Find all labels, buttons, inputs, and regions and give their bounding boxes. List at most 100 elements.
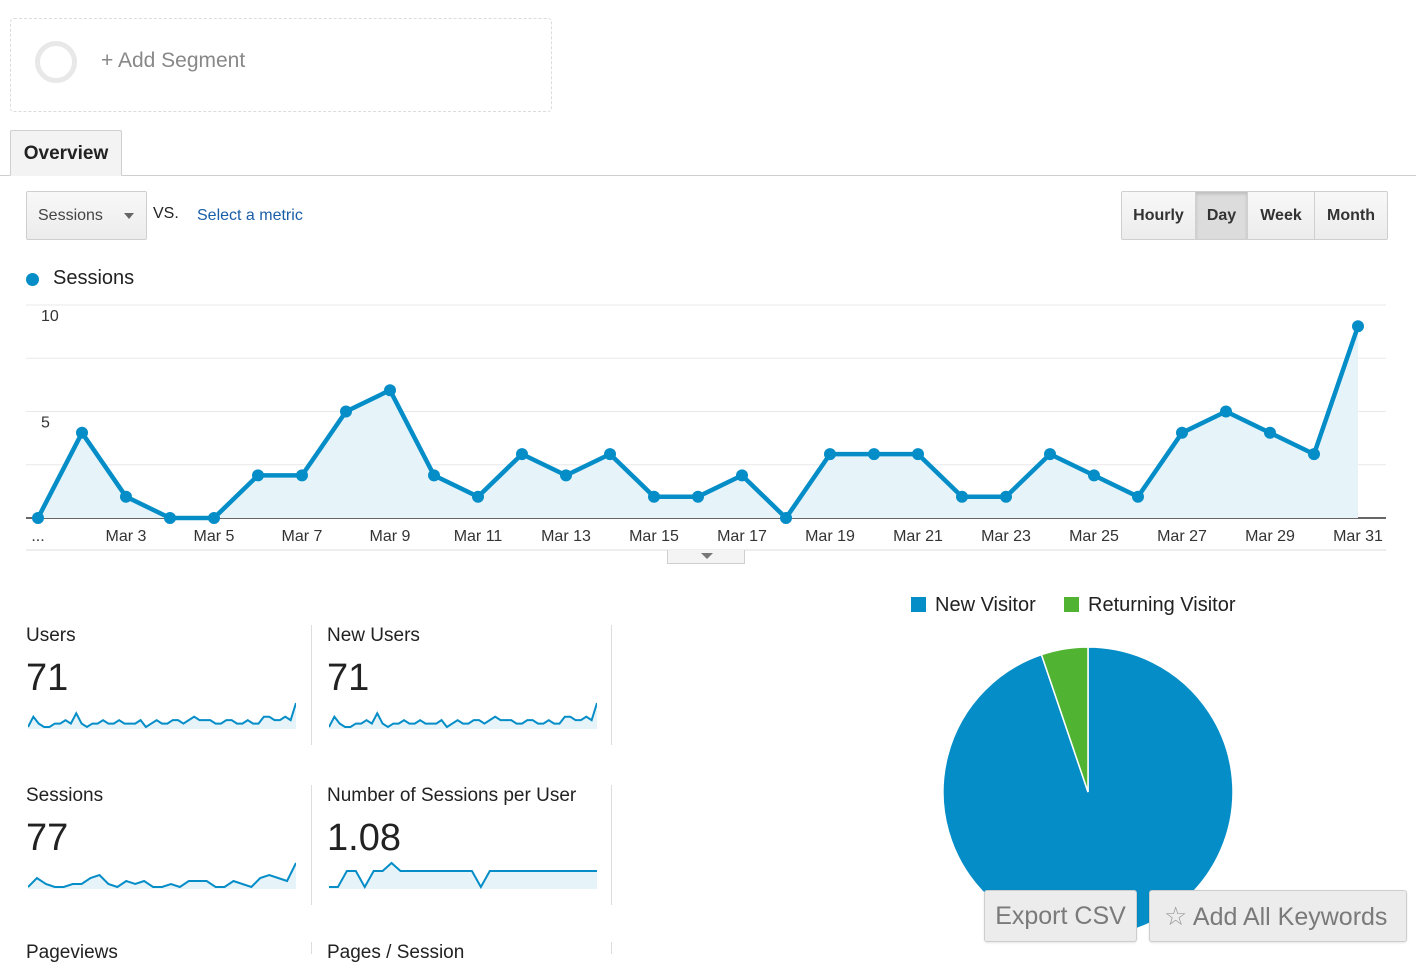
visitor-type-pie-chart[interactable] — [930, 632, 1250, 954]
scorecard-value: 1.08 — [327, 817, 401, 859]
scorecard-value: 71 — [26, 657, 69, 699]
pie-slice-returning-visitor[interactable] — [1040, 646, 1089, 793]
data-point[interactable] — [120, 490, 132, 503]
sessions-area — [38, 326, 1358, 518]
x-tick-label: Mar 25 — [1069, 528, 1119, 545]
x-tick-label: Mar 27 — [1157, 528, 1207, 545]
data-point[interactable] — [384, 384, 396, 397]
star-icon: ☆ — [1164, 901, 1188, 931]
scorecard-value: 77 — [26, 817, 69, 859]
export-csv-label: Export CSV — [995, 902, 1126, 930]
data-point[interactable] — [1220, 405, 1232, 418]
week-button[interactable]: Week — [1248, 192, 1315, 239]
data-point[interactable] — [1264, 426, 1276, 439]
scorecard-label[interactable]: Number of Sessions per User — [327, 785, 577, 806]
sessions-line-chart[interactable]: 10 5... Mar 3 Mar 5 Mar 7 Mar 9 Mar 11 Mar 13 Ma… — [0, 295, 1416, 555]
scorecard-value: 71 — [327, 657, 370, 699]
scorecard-sparkline — [28, 862, 296, 889]
scorecard-label[interactable]: Pageviews — [26, 942, 118, 963]
hourly-button[interactable]: Hourly — [1122, 192, 1196, 239]
x-tick-label: Mar 23 — [981, 528, 1031, 545]
x-tick-label: Mar 19 — [805, 528, 855, 545]
data-point[interactable] — [1132, 490, 1144, 503]
add-segment-box[interactable]: + Add Segment — [10, 18, 552, 112]
data-point[interactable] — [824, 448, 836, 461]
scorecard-label[interactable]: New Users — [327, 625, 420, 646]
sessions-legend-label: Sessions — [53, 267, 135, 289]
data-point[interactable] — [1088, 469, 1100, 482]
tab-divider — [0, 175, 1416, 176]
add-all-keywords-label: Add All Keywords — [1192, 903, 1388, 931]
scorecard-divider — [311, 785, 312, 905]
data-point[interactable] — [648, 490, 660, 503]
add-all-keywords-button[interactable]: ☆ Add All Keywords — [1149, 890, 1407, 942]
sparkline-area — [329, 863, 597, 889]
scorecard-divider — [311, 942, 312, 954]
new-visitor-legend-label: New Visitor — [935, 594, 1036, 616]
x-tick-label: Mar 7 — [282, 528, 323, 545]
x-tick-label: Mar 31 — [1333, 528, 1383, 545]
segment-circle-icon — [35, 41, 77, 83]
month-button[interactable]: Month — [1327, 207, 1375, 224]
select-metric-link[interactable]: Select a metric — [197, 207, 303, 224]
data-point[interactable] — [604, 448, 616, 461]
data-point[interactable] — [164, 512, 176, 524]
data-point[interactable] — [428, 469, 440, 482]
x-tick-label: Mar 5 — [194, 528, 235, 545]
sparkline-line — [329, 861, 597, 889]
data-point[interactable] — [32, 512, 44, 524]
export-csv-button[interactable]: Export CSV — [984, 890, 1137, 942]
scorecard-label[interactable]: Sessions — [26, 785, 104, 806]
scorecard-label[interactable]: Pages / Session — [327, 942, 465, 963]
data-point[interactable] — [1352, 320, 1364, 333]
data-point[interactable] — [1044, 448, 1056, 461]
x-tick-label: ... — [31, 528, 44, 545]
vs-label: VS. — [153, 205, 179, 222]
x-tick-label: Mar 21 — [893, 528, 943, 545]
tab-overview[interactable]: Overview — [10, 130, 122, 176]
data-point[interactable] — [560, 469, 572, 482]
returning-visitor-legend-marker — [1064, 597, 1079, 612]
data-point[interactable] — [208, 512, 220, 524]
returning-visitor-legend-label: Returning Visitor — [1088, 594, 1236, 616]
data-point[interactable] — [780, 512, 792, 524]
data-point[interactable] — [1000, 490, 1012, 503]
y-tick-label: 5 — [41, 415, 50, 432]
chevron-down-icon — [124, 213, 134, 219]
data-point[interactable] — [868, 448, 880, 461]
y-tick-label: 10 — [41, 308, 59, 325]
metric-select-value: Sessions — [38, 207, 103, 224]
data-point[interactable] — [296, 469, 308, 482]
day-button[interactable]: Day — [1196, 192, 1248, 239]
sparkline-line — [28, 862, 296, 889]
scorecard-label[interactable]: Users — [26, 625, 76, 646]
scorecard-divider — [611, 785, 612, 905]
x-tick-label: Mar 11 — [454, 528, 503, 545]
scorecard-divider — [611, 625, 612, 745]
sparkline-area — [28, 863, 296, 889]
data-point[interactable] — [252, 469, 264, 482]
data-point[interactable] — [692, 490, 704, 503]
x-tick-label: Mar 15 — [629, 528, 679, 545]
x-tick-label: Mar 9 — [370, 528, 411, 545]
data-point[interactable] — [956, 490, 968, 503]
granularity-toggle: Hourly Day Week Month — [1121, 191, 1388, 240]
data-point[interactable] — [1176, 426, 1188, 439]
sparkline-area — [28, 703, 296, 729]
data-point[interactable] — [516, 448, 528, 461]
data-point[interactable] — [76, 426, 88, 439]
data-point[interactable] — [340, 405, 352, 418]
data-point[interactable] — [1308, 448, 1320, 461]
add-segment-label[interactable]: + Add Segment — [101, 49, 246, 72]
data-point[interactable] — [912, 448, 924, 461]
data-point[interactable] — [472, 490, 484, 503]
scorecard-divider — [311, 625, 312, 745]
new-visitor-legend-marker — [911, 597, 926, 612]
scorecard-sparkline — [28, 702, 296, 729]
sessions-legend-marker — [26, 273, 39, 286]
chart-collapse-handle[interactable] — [667, 550, 745, 564]
scorecard-sparkline — [329, 702, 597, 729]
data-point[interactable] — [736, 469, 748, 482]
x-tick-label: Mar 29 — [1245, 528, 1295, 545]
x-tick-label: Mar 3 — [106, 528, 147, 545]
